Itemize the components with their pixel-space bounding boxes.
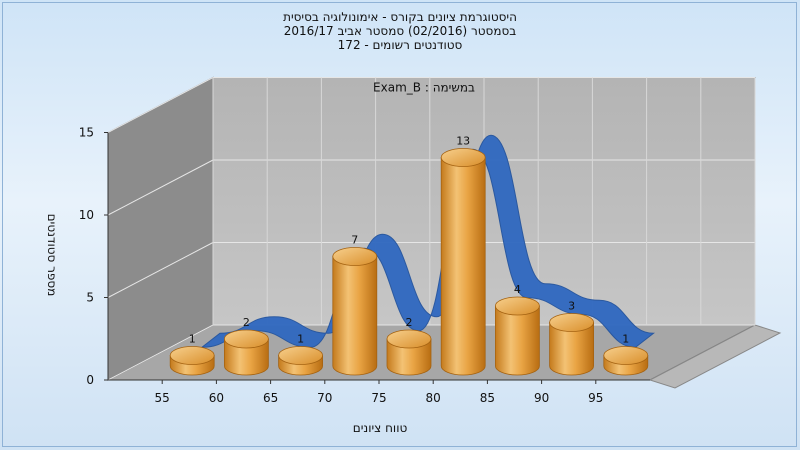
bar-value-label: 4 [514, 283, 521, 296]
x-tick-label: 60 [209, 391, 224, 405]
bar-top [223, 329, 269, 349]
bar-top [332, 247, 378, 266]
bar-body [549, 322, 594, 376]
bar-top [603, 346, 649, 365]
grid-line-side [107, 159, 214, 216]
bar [169, 346, 215, 376]
bar-value-label: 1 [297, 333, 304, 346]
bar [495, 296, 540, 376]
x-tick-label: 70 [317, 391, 332, 405]
bar-value-label: 1 [189, 333, 196, 346]
bar-value-label: 1 [622, 333, 629, 346]
bar [386, 329, 432, 376]
y-tick-label: 15 [79, 126, 94, 140]
chart-title-line-3: סטודנטים רשומים - 172 [337, 38, 463, 52]
bar-body [440, 157, 486, 376]
y-axis-title: מספר סטודנטים [45, 214, 59, 297]
x-axis-title: טווח ציונים [353, 421, 408, 435]
bar [332, 247, 378, 376]
bar-value-label: 2 [243, 316, 250, 329]
x-tick-label: 65 [263, 391, 278, 405]
x-tick-label: 90 [534, 391, 549, 405]
bar-value-label: 13 [456, 135, 470, 148]
chart-floor-edge [648, 324, 782, 389]
grid-line-side [107, 324, 214, 381]
bar-body [332, 256, 378, 376]
bar [603, 346, 649, 376]
bar-value-label: 7 [351, 234, 358, 247]
x-tick-label: 80 [426, 391, 441, 405]
grid-line-side [107, 242, 214, 298]
y-tick-label: 0 [86, 373, 94, 387]
bar-value-label: 3 [568, 300, 575, 313]
grid-line-side [107, 77, 214, 133]
bar-top [169, 346, 215, 365]
x-tick-label: 95 [588, 391, 603, 405]
y-tick-label: 5 [86, 291, 94, 305]
bar-top [440, 148, 486, 167]
x-tick-label: 75 [371, 391, 386, 405]
bar-top [278, 346, 324, 365]
bar-body [495, 305, 540, 376]
x-tick-label: 55 [155, 391, 170, 405]
bar-top [386, 329, 432, 349]
bar-top [495, 296, 540, 316]
chart-title-line-1: היסטוגרמת ציונים בקורס - אימונולוגיה בסי… [283, 10, 517, 24]
bar-value-label: 2 [406, 316, 413, 329]
chart-title-line-2: בסמסטר (02/2016) סמסטר אביב 2016/17 [283, 24, 517, 38]
bar-top [549, 313, 594, 332]
y-tick-label: 10 [79, 208, 94, 222]
bar-body [386, 338, 432, 376]
chart-subtitle: Exam_B : במשימה [373, 81, 475, 95]
bar [440, 148, 486, 376]
bar [549, 313, 594, 376]
x-tick-label: 85 [480, 391, 495, 405]
bar-body [224, 338, 269, 376]
bar [278, 346, 324, 376]
bar [223, 329, 269, 376]
